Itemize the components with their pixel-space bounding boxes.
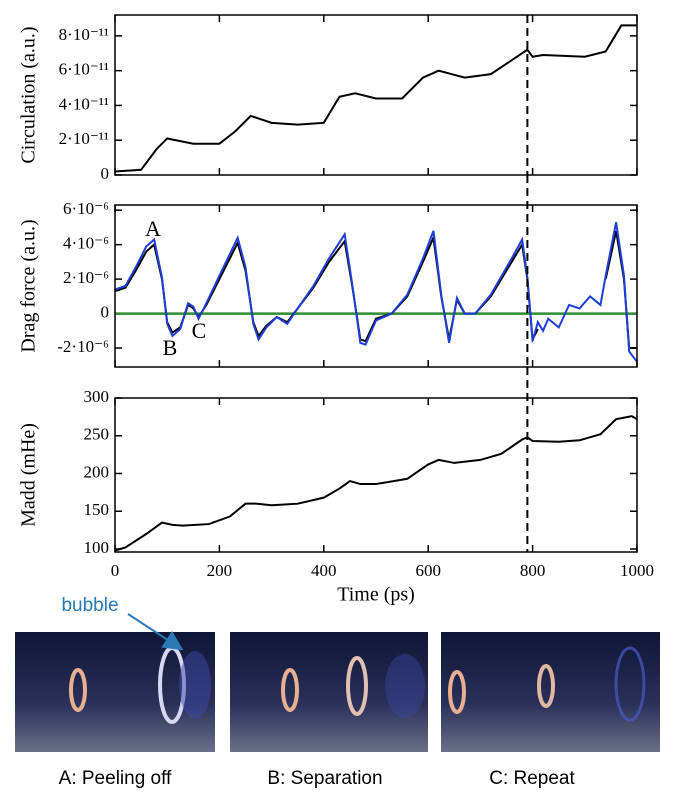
y-tick-label: 200 [84, 462, 110, 481]
vortex-ring [448, 670, 466, 714]
arrow [127, 613, 184, 651]
y-tick-label: 250 [84, 425, 110, 444]
annotation: B [163, 335, 178, 360]
y-axis-label: Madd (mHe) [18, 423, 40, 527]
x-tick-label: 0 [111, 561, 120, 580]
annotation: C [192, 318, 207, 343]
y-tick-label: 100 [84, 538, 110, 557]
y-tick-label: -2·10⁻⁶ [57, 337, 109, 356]
series-line [114, 222, 638, 363]
y-tick-label: 2·10⁻¹¹ [59, 129, 109, 148]
plot-frame [114, 204, 638, 368]
y-tick-label: 6·10⁻⁶ [63, 199, 109, 218]
vortex-ring [281, 668, 299, 712]
y-tick-label: 4·10⁻¹¹ [59, 94, 109, 113]
caption: A: Peeling off [59, 768, 172, 789]
snapshot [230, 632, 428, 752]
series-line [114, 24, 637, 173]
y-tick-label: 0 [101, 302, 110, 321]
bubble [385, 654, 425, 718]
y-axis-label: Drag force (a.u.) [18, 219, 40, 352]
x-tick-label: 200 [207, 561, 233, 580]
plot-frame [114, 397, 638, 553]
y-tick-label: 6·10⁻¹¹ [59, 60, 109, 79]
y-axis-label: Circulation (a.u.) [18, 26, 40, 163]
y-tick-label: 8·10⁻¹¹ [59, 25, 109, 44]
x-tick-label: 800 [520, 561, 546, 580]
vortex-ring [346, 656, 368, 716]
y-tick-label: 4·10⁻⁶ [63, 234, 109, 253]
vortex-ring [537, 664, 555, 708]
caption: C: Repeat [489, 768, 575, 789]
vortex-ring [69, 668, 87, 712]
y-tick-label: 150 [84, 500, 110, 519]
series-line [114, 415, 638, 552]
y-tick-label: 2·10⁻⁶ [63, 268, 109, 287]
x-tick-label: 600 [415, 561, 441, 580]
x-tick-label: 1000 [620, 561, 654, 580]
bubble [179, 651, 211, 719]
y-tick-label: 0 [101, 164, 110, 183]
bubble-label: bubble [61, 595, 118, 616]
annotation: A [145, 216, 161, 241]
x-axis-label: Time (ps) [337, 584, 415, 606]
bubble [614, 646, 646, 722]
y-tick-label: 300 [84, 387, 110, 406]
plot-frame [114, 14, 638, 176]
caption: B: Separation [267, 768, 382, 789]
snapshots: bubble A: Peeling off B: Separation C: R… [15, 595, 660, 789]
x-tick-label: 400 [311, 561, 337, 580]
